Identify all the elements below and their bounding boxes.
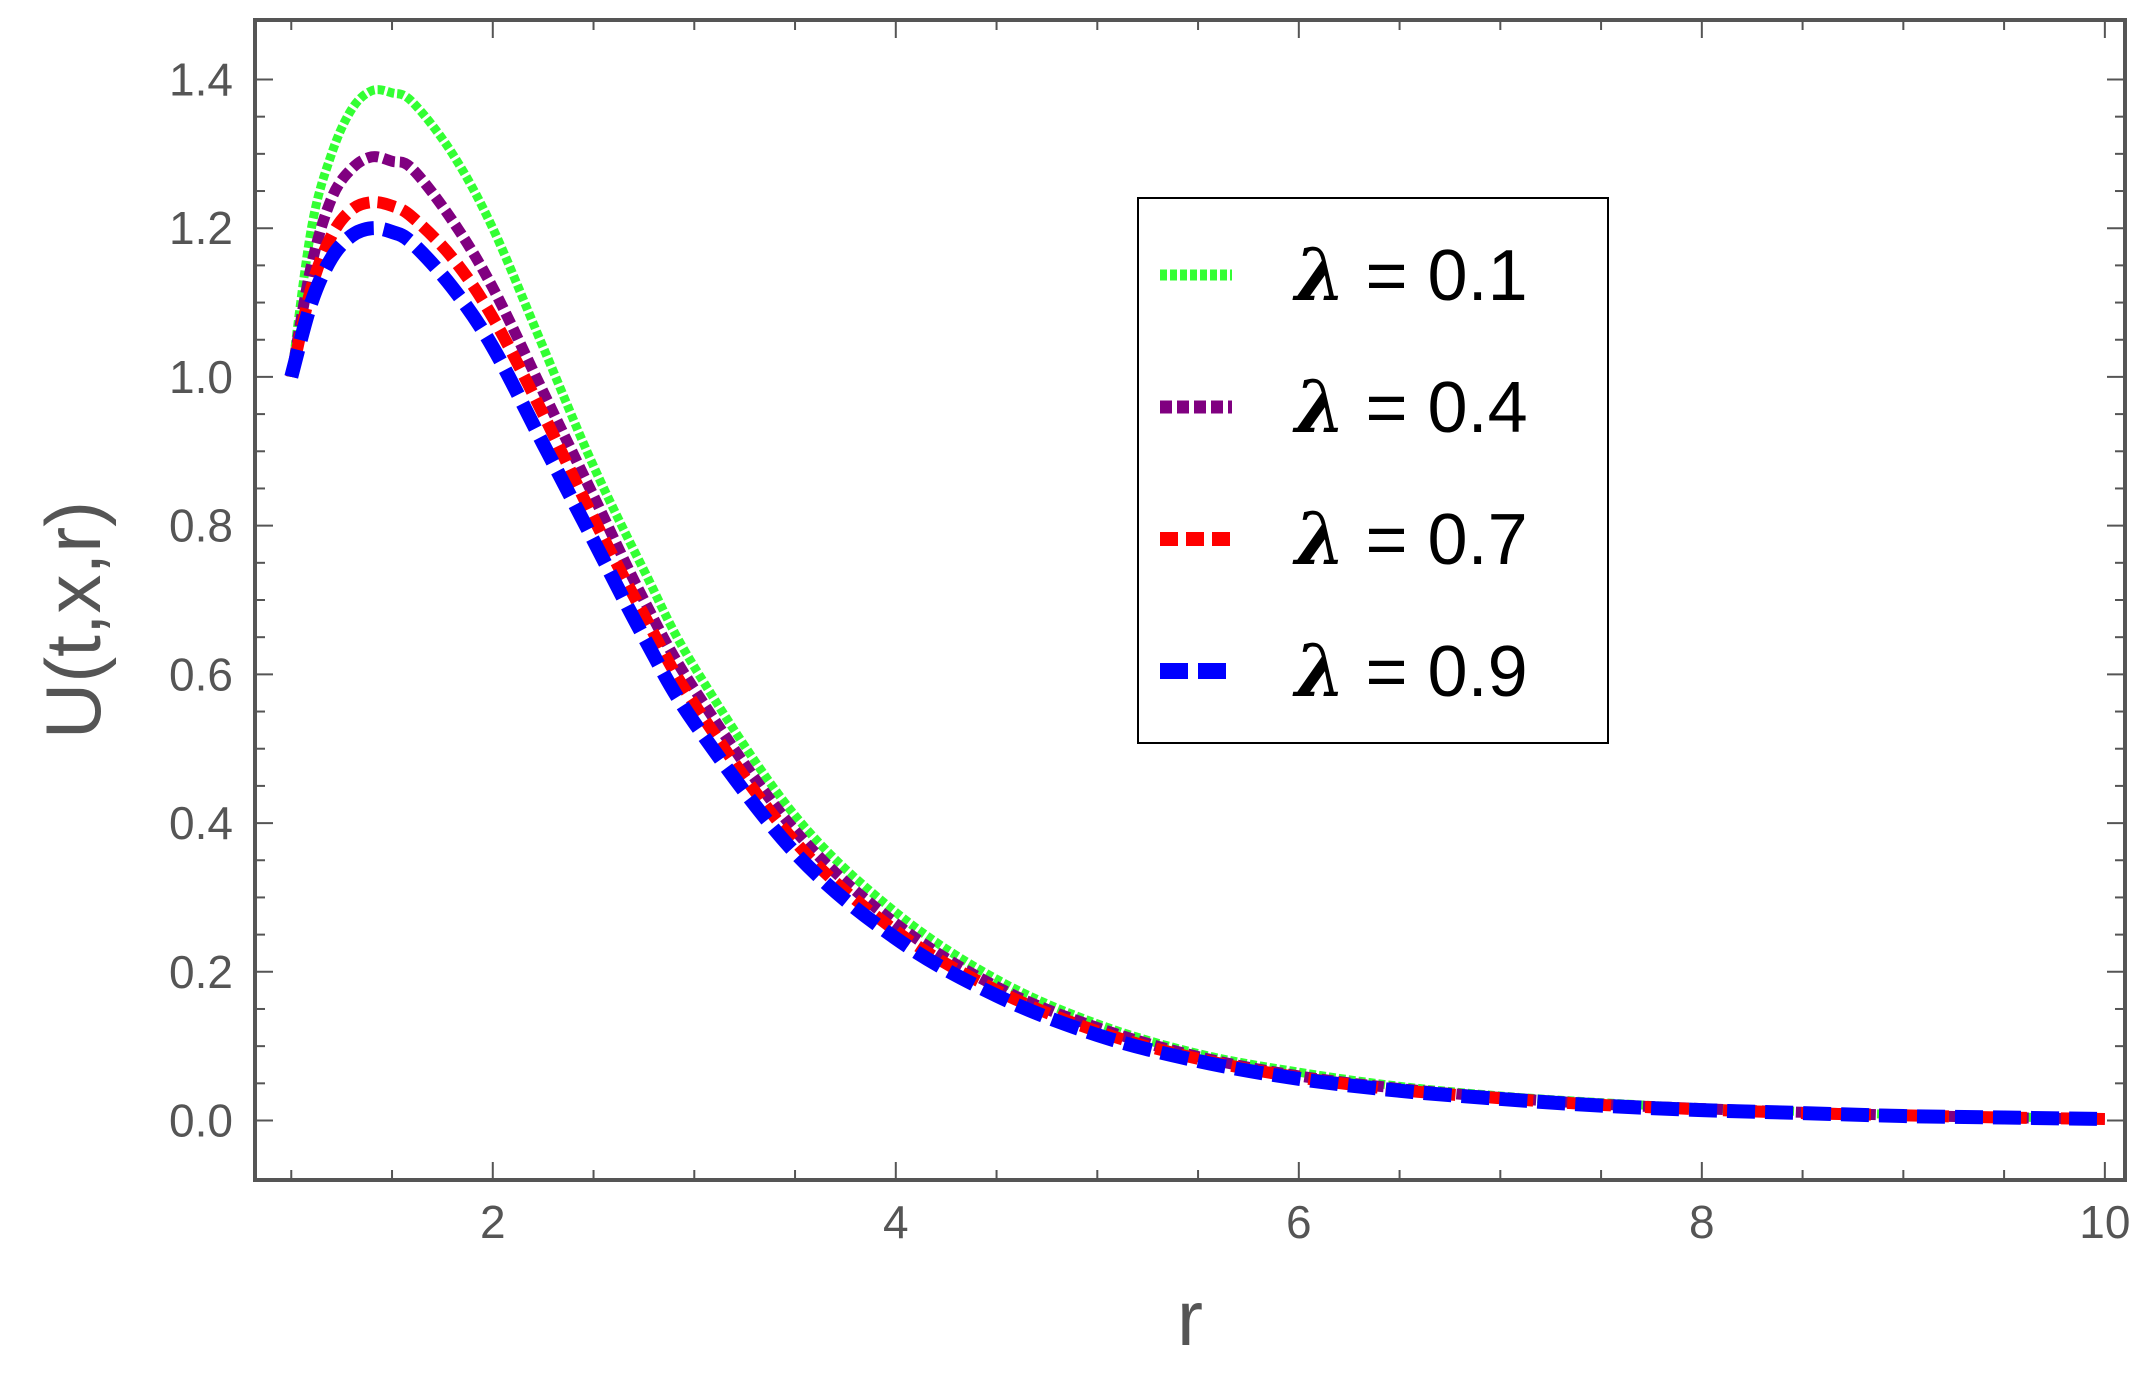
series-line-2 — [285, 151, 2105, 1125]
plot-curves — [284, 85, 2105, 1127]
y-tick-label: 1.2 — [169, 202, 233, 254]
x-tick-label: 6 — [1286, 1196, 1312, 1248]
legend-label-2: λ = 0.4 — [1292, 364, 1528, 449]
legend-label-1: λ = 0.1 — [1292, 232, 1528, 317]
y-tick-label: 0.6 — [169, 648, 233, 700]
series-line-4 — [284, 221, 2105, 1127]
x-tick-label: 2 — [480, 1196, 506, 1248]
x-tick-label: 10 — [2079, 1196, 2130, 1248]
legend-box — [1137, 197, 1609, 744]
y-tick-label: 0.8 — [169, 500, 233, 552]
legend: λ = 0.1 λ = 0.4 λ = 0.7 λ = 0.9 — [1137, 197, 1609, 744]
x-tick-label: 8 — [1689, 1196, 1715, 1248]
y-tick-label: 1.0 — [169, 351, 233, 403]
legend-label-4: λ = 0.9 — [1292, 628, 1528, 713]
y-tick-label: 1.4 — [169, 53, 233, 105]
x-axis-title: r — [1177, 1274, 1203, 1362]
y-tick-label: 0.2 — [169, 946, 233, 998]
axis-ticks: 2 4 6 8 10 0.0 0.2 0.4 0.6 0.8 1.0 1.2 1.4 — [169, 20, 2130, 1248]
y-axis-title: U(t,x,r) — [29, 501, 117, 739]
y-tick-label: 0.0 — [169, 1095, 233, 1147]
y-tick-label: 0.4 — [169, 797, 233, 849]
legend-label-3: λ = 0.7 — [1292, 496, 1528, 581]
x-tick-label: 4 — [883, 1196, 909, 1248]
legend-items: λ = 0.1 λ = 0.4 λ = 0.7 λ = 0.9 — [1160, 232, 1528, 713]
